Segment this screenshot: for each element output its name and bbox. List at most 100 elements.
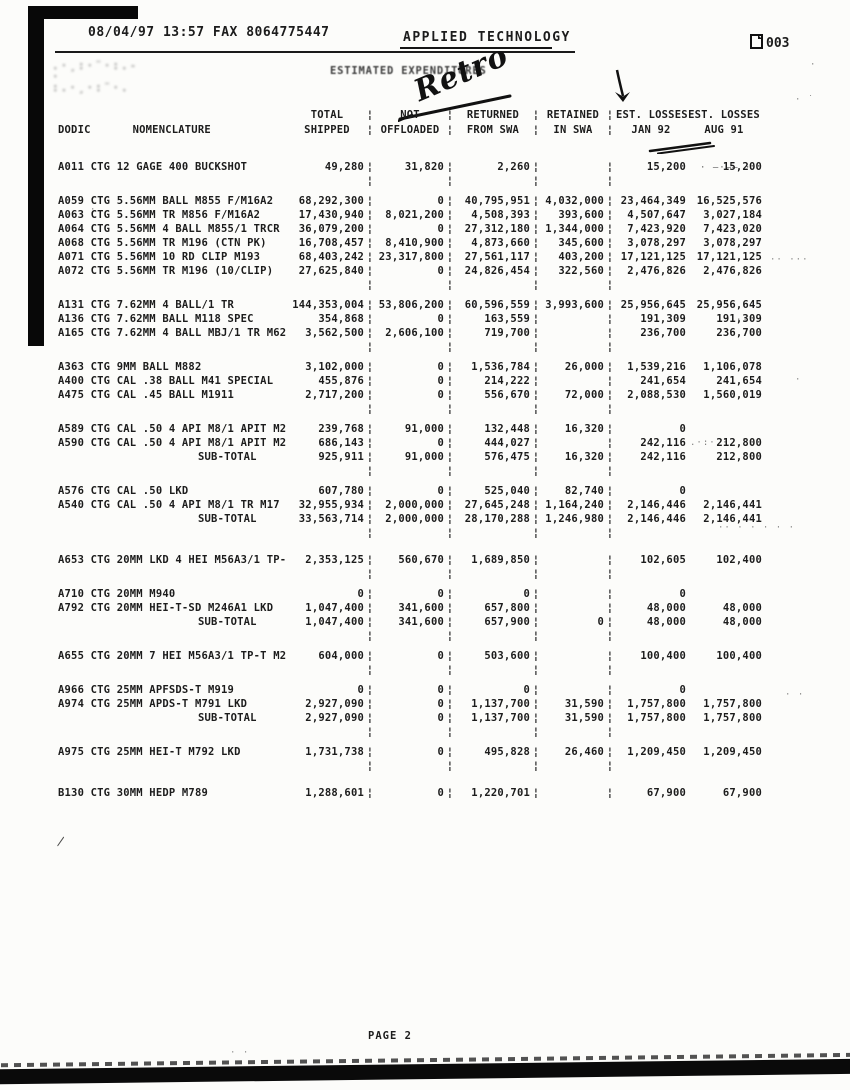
cell-returned-from-swa: 1,536,784 (471, 361, 530, 373)
column-separator: ¦ (532, 265, 540, 277)
expenditures-table: TOTAL ¦ NOT ¦ RETURNED ¦ RETAINED ¦ EST.… (58, 108, 788, 800)
cell-returned-from-swa: 4,508,393 (471, 209, 530, 221)
column-separator: ¦ (366, 175, 374, 187)
cell-retained-in-swa (542, 601, 604, 615)
column-separator: ¦ (446, 437, 454, 449)
cell-not-offloaded: 0 (437, 485, 444, 497)
column-separator: ¦ (446, 423, 454, 435)
col-header-retained: RETAINED (546, 109, 600, 121)
cell-est-losses-aug91: 7,423,020 (703, 223, 762, 235)
cell-returned-from-swa: 657,900 (484, 616, 530, 628)
table-row: A475 CTG CAL .45 BALL M1911 2,717,200 ¦ 0 ¦ 5… (58, 388, 788, 402)
cell-total-shipped (290, 402, 364, 422)
cell-est-losses-jan92: 236,700 (640, 327, 686, 339)
cell-total-shipped: 239,768 (318, 423, 364, 435)
column-separator: ¦ (606, 451, 614, 463)
cell-est-losses-aug91 (686, 567, 762, 587)
table-spacer-row: ¦ ¦ ¦ ¦ (58, 526, 788, 553)
scan-artifact: · · (785, 690, 805, 700)
column-separator: ¦ (446, 124, 454, 136)
cell-dodic-nomenclature: SUB-TOTAL (198, 451, 257, 463)
cell-est-losses-aug91: 25,956,645 (696, 299, 762, 311)
cell-not-offloaded (376, 567, 444, 587)
cell-retained-in-swa: 4,032,000 (545, 195, 604, 207)
column-separator: ¦ (446, 161, 454, 173)
table-row: A011 CTG 12 GAGE 400 BUCKSHOT 49,280 ¦ 31,8… (58, 160, 788, 174)
col-header-not: NOT (400, 109, 420, 121)
column-separator: ¦ (366, 389, 374, 401)
cell-not-offloaded: 0 (437, 375, 444, 387)
fax-datetime-line: 08/04/97 13:57 FAX 8064775447 (88, 25, 330, 40)
column-separator: ¦ (532, 389, 540, 401)
cell-est-losses-aug91 (686, 422, 762, 436)
column-separator: ¦ (532, 746, 540, 758)
cell-returned-from-swa: 556,670 (484, 389, 530, 401)
col-header-total: TOTAL (310, 109, 344, 121)
cell-returned-from-swa: 4,873,660 (471, 237, 530, 249)
column-separator: ¦ (446, 389, 454, 401)
cell-est-losses-jan92: 2,146,446 (627, 499, 686, 511)
column-separator: ¦ (606, 265, 614, 277)
cell-retained-in-swa: 31,590 (564, 698, 604, 710)
cell-est-losses-jan92: 1,539,216 (627, 361, 686, 373)
cell-returned-from-swa: 503,600 (484, 650, 530, 662)
column-separator: ¦ (606, 403, 614, 415)
column-separator: ¦ (366, 109, 374, 121)
column-separator: ¦ (366, 361, 374, 373)
cell-not-offloaded: 0 (437, 361, 444, 373)
column-separator: ¦ (446, 195, 454, 207)
table-row: A059 CTG 5.56MM BALL M855 F/M16A2 68,292,… (58, 194, 788, 208)
cell-est-losses-aug91 (686, 340, 762, 360)
stamp-smudge: .·¸:·¨·:.­·:.·¸·:¨·. (52, 59, 137, 94)
cell-returned-from-swa: 1,137,700 (471, 698, 530, 710)
cell-est-losses-aug91: 100,400 (716, 650, 762, 662)
handwritten-aug91-underline (648, 139, 716, 158)
cell-total-shipped (290, 526, 364, 553)
column-separator: ¦ (366, 423, 374, 435)
sender-underline (400, 47, 552, 49)
cell-total-shipped: 2,717,200 (305, 389, 364, 401)
column-separator: ¦ (366, 588, 374, 600)
table-spacer-row: ¦ ¦ ¦ ¦ (58, 402, 788, 422)
table-header-line1: TOTAL ¦ NOT ¦ RETURNED ¦ RETAINED ¦ EST.… (58, 108, 788, 123)
cell-not-offloaded: 23,317,800 (378, 251, 444, 263)
column-separator: ¦ (606, 237, 614, 249)
column-separator: ¦ (446, 265, 454, 277)
cell-total-shipped: 68,403,242 (298, 251, 364, 263)
cell-dodic-nomenclature: A710 CTG 20MM M940 (58, 588, 176, 600)
table-row: A136 CTG 7.62MM BALL M118 SPEC 354,868 ¦ 0 ¦… (58, 312, 788, 326)
cell-returned-from-swa: 163,559 (484, 313, 530, 325)
cell-est-losses-jan92: 0 (679, 684, 686, 696)
cell-not-offloaded: 0 (437, 313, 444, 325)
cell-returned-from-swa: 27,645,248 (464, 499, 530, 511)
cell-est-losses-aug91 (686, 174, 762, 194)
scan-artifact: \ (52, 834, 70, 850)
cell-dodic-nomenclature (58, 464, 290, 484)
scan-artifact: :· (736, 316, 749, 326)
cell-dodic-nomenclature (58, 402, 290, 422)
column-separator: ¦ (606, 341, 614, 353)
column-separator: ¦ (532, 684, 540, 696)
cell-retained-in-swa: 1,344,000 (545, 223, 604, 235)
col-header-offloaded: OFFLOADED (380, 124, 440, 136)
column-separator: ¦ (606, 760, 614, 772)
cell-est-losses-aug91 (686, 278, 762, 298)
cell-retained-in-swa (542, 587, 604, 601)
cell-returned-from-swa: 1,137,700 (471, 712, 530, 724)
cell-est-losses-aug91: 212,800 (716, 451, 762, 463)
cell-not-offloaded: 91,000 (404, 451, 444, 463)
cell-est-losses-jan92: 2,476,826 (627, 265, 686, 277)
column-separator: ¦ (446, 787, 454, 799)
cell-retained-in-swa: 16,320 (564, 451, 604, 463)
column-separator: ¦ (446, 361, 454, 373)
cell-total-shipped: 36,079,200 (298, 223, 364, 235)
cell-est-losses-jan92 (616, 759, 686, 786)
table-spacer-row: ¦ ¦ ¦ ¦ (58, 663, 788, 683)
table-spacer-row: ¦ ¦ ¦ ¦ (58, 567, 788, 587)
column-separator: ¦ (446, 746, 454, 758)
column-separator: ¦ (606, 161, 614, 173)
cell-dodic-nomenclature: A590 CTG CAL .50 4 API M8/1 APIT M2 (58, 437, 287, 449)
cell-dodic-nomenclature: A400 CTG CAL .38 BALL M41 SPECIAL (58, 375, 274, 387)
cell-returned-from-swa: 719,700 (484, 327, 530, 339)
scan-edge-top-strip (28, 6, 138, 19)
